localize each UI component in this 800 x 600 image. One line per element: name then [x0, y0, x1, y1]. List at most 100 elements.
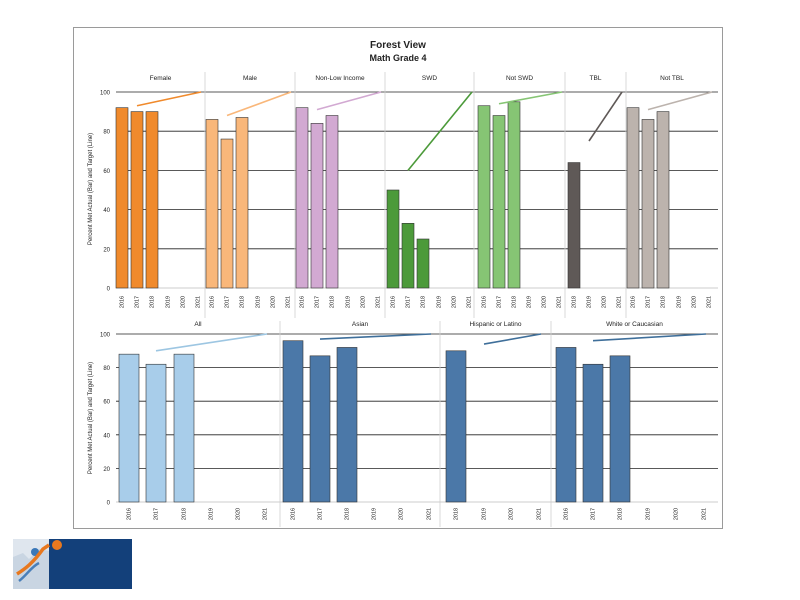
x-tick-label: 2018: [329, 296, 335, 308]
x-tick-label: 2019: [645, 508, 651, 520]
x-tick-label: 2019: [165, 296, 171, 308]
bar: [118, 353, 140, 503]
x-tick-label: 2020: [360, 296, 366, 308]
panel-label: White or Caucasian: [606, 321, 663, 328]
x-tick-label: 2020: [601, 296, 607, 308]
x-tick-label: 2016: [390, 296, 396, 308]
panel-label: Not TBL: [660, 75, 684, 82]
bar: [507, 101, 521, 289]
x-tick-label: 2021: [466, 296, 472, 308]
x-tick-label: 2020: [508, 508, 514, 520]
bar: [130, 111, 144, 289]
x-tick-label: 2018: [344, 508, 350, 520]
x-tick-label: 2017: [496, 296, 502, 308]
x-tick-label: 2019: [345, 296, 351, 308]
x-tick-label: 2018: [617, 508, 623, 520]
bar: [582, 363, 604, 503]
bar: [656, 111, 670, 289]
y-tick-label: 80: [103, 366, 110, 372]
panel-label: Male: [243, 75, 257, 82]
panel-label: All: [194, 321, 202, 328]
y-tick-label: 40: [103, 433, 110, 439]
x-tick-label: 2019: [436, 296, 442, 308]
x-tick-label: 2016: [630, 296, 636, 308]
bar: [401, 223, 415, 289]
x-tick-label: 2017: [405, 296, 411, 308]
panel-label: Female: [150, 75, 172, 82]
x-tick-label: 2016: [290, 508, 296, 520]
panel-label: Not SWD: [506, 75, 533, 82]
chart-title: Forest View: [370, 40, 426, 51]
y-tick-label: 60: [103, 169, 110, 175]
x-tick-label: 2021: [375, 296, 381, 308]
x-tick-label: 2018: [453, 508, 459, 520]
y-tick-label: 20: [103, 247, 110, 253]
x-tick-label: 2021: [426, 508, 432, 520]
y-tick-label: 20: [103, 467, 110, 473]
x-tick-label: 2021: [616, 296, 622, 308]
x-tick-label: 2017: [224, 296, 230, 308]
x-tick-label: 2018: [239, 296, 245, 308]
panel-label: Hispanic or Latino: [469, 321, 521, 328]
x-tick-label: 2017: [134, 296, 140, 308]
bar: [220, 138, 234, 289]
x-tick-label: 2021: [536, 508, 542, 520]
x-tick-label: 2021: [556, 296, 562, 308]
x-tick-label: 2016: [209, 296, 215, 308]
x-tick-label: 2019: [676, 296, 682, 308]
x-tick-label: 2018: [571, 296, 577, 308]
bar: [416, 238, 430, 289]
x-tick-label: 2017: [153, 508, 159, 520]
x-tick-label: 2017: [590, 508, 596, 520]
x-tick-label: 2018: [181, 508, 187, 520]
bar: [555, 347, 577, 503]
y-tick-label: 80: [103, 130, 110, 136]
x-tick-label: 2021: [285, 296, 291, 308]
y-tick-label: 100: [100, 91, 111, 97]
x-tick-label: 2017: [645, 296, 651, 308]
x-tick-label: 2021: [706, 296, 712, 308]
y-axis-title: Percent Met Actual (Bar) and Target (Lin…: [88, 133, 94, 245]
bar: [115, 107, 129, 289]
x-tick-label: 2018: [149, 296, 155, 308]
x-tick-label: 2018: [511, 296, 517, 308]
bar: [309, 355, 331, 503]
y-tick-label: 0: [107, 287, 111, 293]
bar: [445, 350, 467, 503]
panel-label: TBL: [590, 75, 602, 82]
target-line: [647, 91, 713, 111]
bar: [477, 105, 491, 289]
bar: [336, 347, 358, 503]
x-tick-label: 2016: [299, 296, 305, 308]
target-line: [483, 333, 542, 345]
x-tick-label: 2021: [701, 508, 707, 520]
x-tick-label: 2020: [541, 296, 547, 308]
x-tick-label: 2020: [673, 508, 679, 520]
bar: [205, 119, 219, 289]
bar: [626, 107, 640, 289]
bar: [145, 363, 167, 503]
x-tick-label: 2020: [235, 508, 241, 520]
x-tick-label: 2019: [371, 508, 377, 520]
y-tick-label: 40: [103, 208, 110, 214]
y-tick-label: 0: [107, 501, 111, 507]
bar: [282, 340, 304, 503]
bar: [325, 115, 339, 289]
x-tick-label: 2018: [420, 296, 426, 308]
target-line: [498, 91, 563, 105]
bar: [295, 107, 309, 289]
bar: [235, 117, 249, 289]
target-line: [588, 91, 623, 142]
target-line: [319, 333, 432, 340]
bar: [386, 189, 400, 289]
x-tick-label: 2021: [195, 296, 201, 308]
panel-label: SWD: [422, 75, 437, 82]
bar: [641, 119, 655, 289]
x-tick-label: 2020: [270, 296, 276, 308]
y-tick-label: 100: [100, 333, 111, 339]
x-tick-label: 2020: [398, 508, 404, 520]
panel-label: Asian: [352, 321, 369, 328]
target-line: [316, 91, 382, 111]
x-tick-label: 2016: [481, 296, 487, 308]
